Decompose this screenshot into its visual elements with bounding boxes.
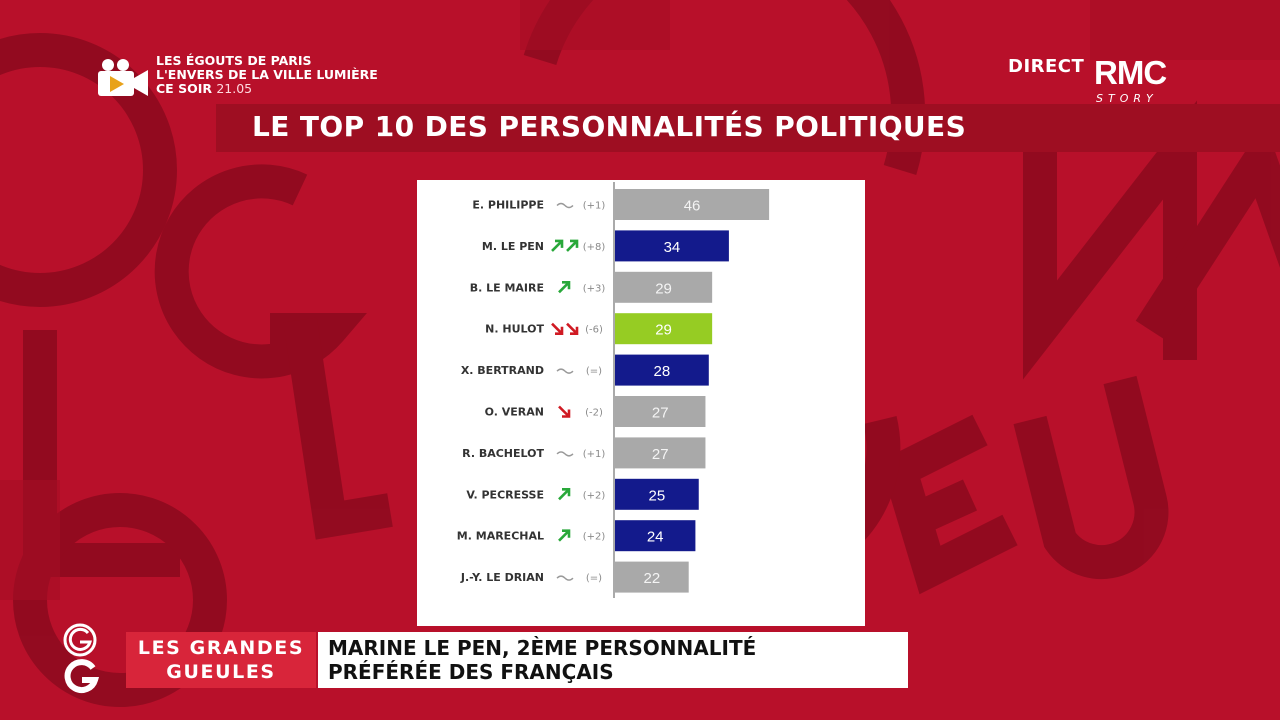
bar bbox=[615, 561, 689, 593]
title-band bbox=[216, 104, 1280, 152]
live-label: DIRECT bbox=[1008, 56, 1085, 77]
trend-up-icon bbox=[558, 488, 571, 501]
show-name-line2: GUEULES bbox=[166, 661, 276, 683]
bar-label: N. HULOT bbox=[485, 323, 544, 336]
bar-value-label: 34 bbox=[664, 239, 681, 256]
channel-logo: DIRECT RMC STORY bbox=[1008, 54, 1208, 108]
bar-label: E. PHILIPPE bbox=[472, 199, 544, 212]
channel-sub: STORY bbox=[1096, 92, 1158, 105]
bar-change-label: (+2) bbox=[583, 532, 606, 543]
trend-up-icon bbox=[558, 529, 571, 542]
bar-label: M. LE PEN bbox=[482, 240, 544, 253]
bar-change-label: (+1) bbox=[583, 449, 606, 460]
bar-change-label: (-2) bbox=[585, 408, 603, 419]
trend-stable-icon bbox=[556, 202, 574, 209]
bar-label: B. LE MAIRE bbox=[470, 281, 544, 294]
bar-change-label: (+2) bbox=[583, 490, 606, 501]
bar bbox=[615, 520, 696, 552]
bar bbox=[615, 313, 713, 345]
chart-title: LE TOP 10 DES PERSONNALITÉS POLITIQUES bbox=[252, 110, 967, 143]
bar-change-label: (+3) bbox=[583, 283, 606, 294]
bar bbox=[615, 189, 770, 220]
promo-line3: CE SOIR bbox=[156, 81, 212, 96]
bar bbox=[615, 478, 699, 510]
bar bbox=[615, 230, 729, 262]
promo-line2: L'ENVERS DE LA VILLE LUMIÈRE bbox=[156, 67, 378, 82]
show-name-line1: LES GRANDES bbox=[137, 637, 305, 659]
bar-value-label: 27 bbox=[652, 405, 669, 422]
trend-stable-icon bbox=[556, 451, 574, 457]
trend-down-icon bbox=[551, 322, 564, 335]
bar-value-label: 22 bbox=[644, 570, 661, 587]
promo-time: 21.05 bbox=[216, 81, 253, 96]
show-name-block: LES GRANDES GUEULES bbox=[126, 632, 316, 688]
headline-line2: PRÉFÉRÉE DES FRANÇAIS bbox=[328, 660, 614, 684]
bar-chart: E. PHILIPPE (+1) 46 M. LE PEN (+8) 34 B. LE MA… bbox=[457, 182, 770, 598]
bar-change-label: (+1) bbox=[583, 201, 606, 212]
camera-play-icon bbox=[98, 59, 148, 96]
promo-line1: LES ÉGOUTS DE PARIS bbox=[156, 53, 312, 68]
bar-value-label: 27 bbox=[652, 446, 669, 463]
bar bbox=[615, 271, 713, 303]
trend-up-icon bbox=[566, 239, 579, 252]
bar bbox=[615, 354, 709, 386]
bar-change-label: (=) bbox=[586, 366, 602, 377]
bar-label: M. MARECHAL bbox=[457, 530, 544, 543]
bar-change-label: (-6) bbox=[585, 325, 603, 336]
bar-label: O. VERAN bbox=[485, 406, 544, 419]
bar-value-label: 46 bbox=[684, 198, 701, 215]
trend-stable-icon bbox=[556, 575, 574, 581]
bar-change-label: (+8) bbox=[583, 242, 606, 253]
gg-logo-icon bbox=[63, 623, 100, 694]
bar-label: J.-Y. LE DRIAN bbox=[460, 571, 544, 584]
bar-value-label: 24 bbox=[647, 529, 664, 546]
bar-label: V. PECRESSE bbox=[466, 488, 544, 501]
trend-stable-icon bbox=[556, 368, 574, 374]
bar-label: R. BACHELOT bbox=[462, 447, 544, 460]
bar bbox=[615, 437, 706, 469]
trend-down-icon bbox=[566, 322, 579, 335]
trend-down-icon bbox=[558, 405, 571, 418]
trend-up-icon bbox=[558, 281, 571, 294]
bar-value-label: 29 bbox=[655, 322, 672, 339]
bar-value-label: 29 bbox=[655, 280, 672, 297]
bar-value-label: 25 bbox=[649, 487, 666, 504]
bar-value-label: 28 bbox=[654, 363, 671, 380]
chart-panel: E. PHILIPPE (+1) 46 M. LE PEN (+8) 34 B. LE MA… bbox=[417, 180, 865, 626]
trend-up-icon bbox=[551, 239, 564, 252]
bar bbox=[615, 396, 706, 427]
channel-brand: RMC bbox=[1094, 54, 1167, 91]
headline-line1: MARINE LE PEN, 2ÈME PERSONNALITÉ bbox=[328, 636, 757, 660]
bar-label: X. BERTRAND bbox=[461, 364, 544, 377]
bar-change-label: (=) bbox=[586, 573, 602, 584]
headline-block: MARINE LE PEN, 2ÈME PERSONNALITÉ PRÉFÉRÉ… bbox=[318, 632, 908, 688]
